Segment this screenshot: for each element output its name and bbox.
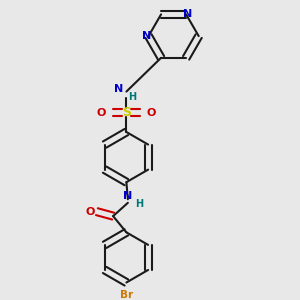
Text: N: N [183, 9, 192, 20]
Text: Br: Br [120, 290, 133, 300]
Text: N: N [142, 31, 152, 41]
Text: N: N [123, 191, 133, 201]
Text: N: N [114, 84, 123, 94]
Text: H: H [128, 92, 136, 102]
Text: S: S [122, 106, 131, 119]
Text: H: H [135, 199, 143, 209]
Text: O: O [85, 207, 94, 217]
Text: O: O [146, 108, 156, 118]
Text: O: O [97, 108, 106, 118]
